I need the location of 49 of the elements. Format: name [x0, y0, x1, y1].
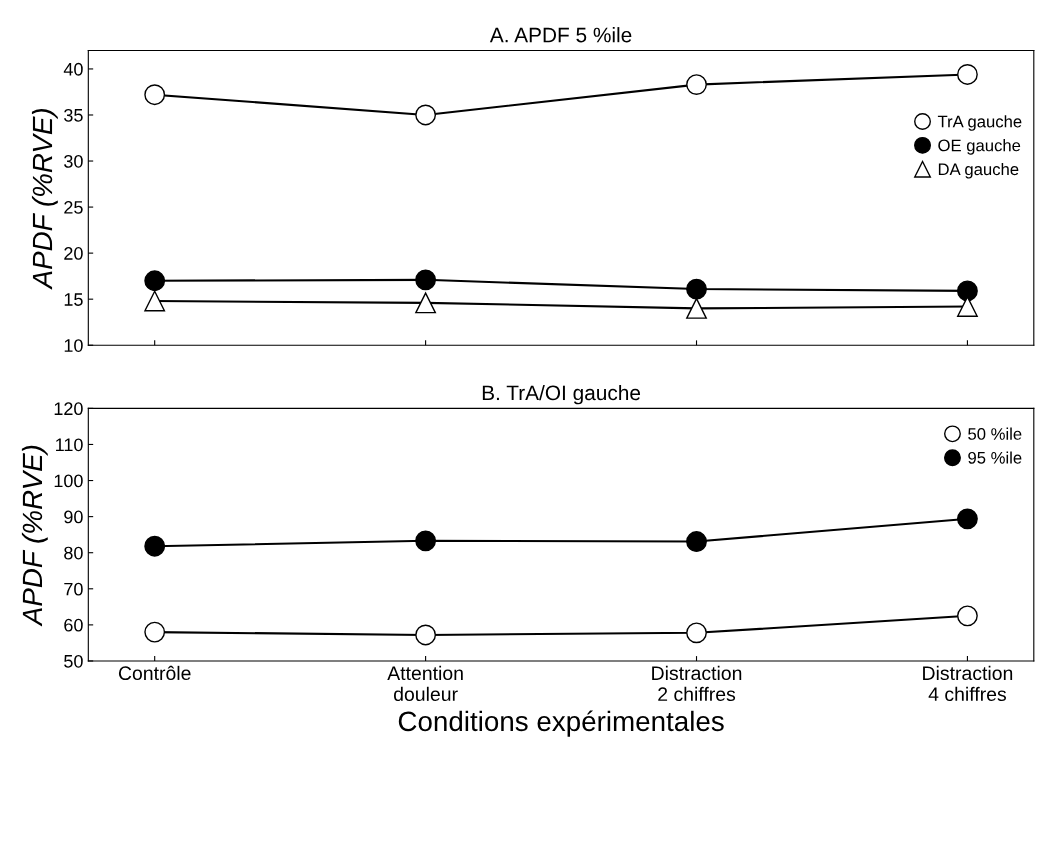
x-tick-label: Contrôle [118, 665, 191, 681]
legend-label: TrA gauche [937, 115, 1022, 131]
y-tick-label: 120 [54, 402, 83, 416]
chart-title: B. TrA/OI gauche [482, 384, 641, 405]
point [415, 624, 437, 646]
point [686, 74, 707, 96]
point [686, 531, 707, 552]
point [144, 270, 166, 292]
y-tick-label: 70 [64, 582, 83, 596]
y-tick-label: 30 [64, 154, 83, 168]
point [957, 64, 978, 85]
point [415, 269, 437, 291]
legend-label: 50 %ile [968, 427, 1022, 440]
legend-label: OE gauche [938, 139, 1021, 155]
y-tick-label: 20 [64, 247, 83, 260]
point [686, 278, 707, 300]
y-axis-title: APDF (%RVE) [21, 445, 48, 627]
point [957, 280, 978, 302]
x-tick-label: Attention douleur [387, 665, 463, 702]
point [144, 290, 166, 312]
y-tick-label: 110 [56, 438, 83, 452]
y-tick-label: 50 [64, 654, 83, 668]
point [957, 605, 978, 627]
point [957, 296, 978, 317]
y-tick-label: 100 [54, 474, 83, 488]
legend-label: 95 %ile [968, 451, 1022, 464]
x-axis-title: Conditions expérimentales [398, 710, 724, 737]
point [957, 508, 978, 530]
x-tick-label: Distraction 4 chiffres [923, 665, 1013, 702]
y-tick-label: 60 [64, 618, 83, 632]
legend-label: DA gauche [938, 162, 1019, 179]
y-tick-label: 40 [63, 62, 83, 76]
chart-title: A. APDF 5 %ile [489, 27, 632, 43]
y-tick-label: 80 [64, 546, 83, 560]
point [686, 297, 707, 319]
y-tick-label: 25 [64, 201, 83, 214]
point [144, 621, 166, 643]
point [415, 530, 437, 552]
y-tick-label: 15 [64, 293, 83, 306]
point [144, 84, 166, 106]
point [415, 292, 437, 314]
y-tick-label: 90 [64, 510, 83, 524]
point [686, 622, 707, 644]
y-tick-label: 10 [64, 339, 83, 352]
point [415, 104, 437, 126]
y-axis-title: APDF (%RVE) [31, 108, 58, 290]
point [144, 535, 166, 557]
x-tick-label: Distraction 2 chiffres [652, 665, 742, 702]
y-tick-label: 35 [64, 108, 83, 122]
